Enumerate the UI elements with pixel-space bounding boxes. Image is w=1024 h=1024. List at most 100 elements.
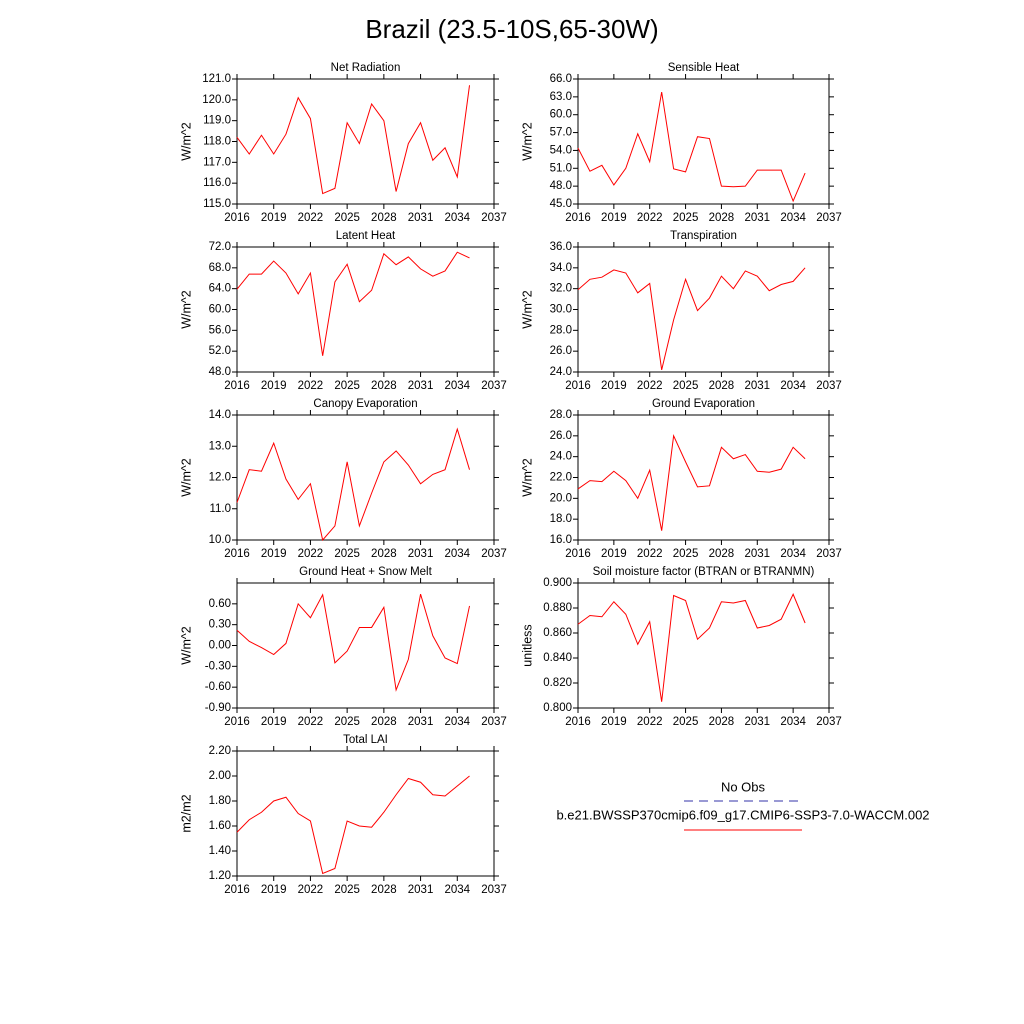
x-tick-label: 2025 bbox=[673, 212, 699, 224]
x-tick-label: 2019 bbox=[261, 716, 287, 728]
x-tick-label: 2016 bbox=[224, 212, 250, 224]
x-tick-label: 2037 bbox=[481, 380, 507, 392]
x-tick-label: 2031 bbox=[408, 380, 434, 392]
x-tick-label: 2037 bbox=[816, 212, 842, 224]
legend-label: b.e21.BWSSP370cmip6.f09_g17.CMIP6-SSP3-7… bbox=[556, 807, 929, 822]
x-tick-label: 2025 bbox=[673, 548, 699, 560]
x-tick-label: 2028 bbox=[709, 380, 735, 392]
y-tick-label: 34.0 bbox=[550, 262, 572, 274]
y-tick-label: 32.0 bbox=[550, 283, 572, 295]
y-tick-label: 26.0 bbox=[550, 345, 572, 357]
x-tick-label: 2025 bbox=[673, 380, 699, 392]
x-tick-label: 2034 bbox=[444, 548, 470, 560]
x-tick-label: 2022 bbox=[298, 716, 324, 728]
y-tick-label: 51.0 bbox=[550, 162, 572, 174]
x-tick-label: 2034 bbox=[444, 884, 470, 896]
y-tick-label: 0.900 bbox=[543, 577, 572, 589]
x-tick-label: 2016 bbox=[224, 380, 250, 392]
x-tick-label: 2022 bbox=[298, 212, 324, 224]
y-tick-label: 57.0 bbox=[550, 127, 572, 139]
panel-title: Ground Heat + Snow Melt bbox=[299, 566, 432, 578]
x-tick-label: 2037 bbox=[481, 212, 507, 224]
x-tick-label: 2025 bbox=[334, 212, 360, 224]
y-tick-label: 22.0 bbox=[550, 472, 572, 484]
x-tick-label: 2028 bbox=[709, 212, 735, 224]
y-tick-label: -0.30 bbox=[205, 660, 231, 672]
x-tick-label: 2028 bbox=[371, 884, 397, 896]
x-tick-label: 2028 bbox=[371, 716, 397, 728]
y-axis-label: W/m^2 bbox=[179, 626, 193, 665]
x-tick-label: 2022 bbox=[298, 380, 324, 392]
x-tick-label: 2031 bbox=[744, 212, 770, 224]
y-tick-label: 68.0 bbox=[209, 262, 231, 274]
y-tick-label: 0.30 bbox=[209, 619, 231, 631]
y-tick-label: 0.800 bbox=[543, 702, 572, 714]
plot-frame bbox=[236, 750, 495, 877]
x-tick-label: 2037 bbox=[481, 548, 507, 560]
x-tick-label: 2019 bbox=[601, 716, 627, 728]
y-tick-label: 24.0 bbox=[550, 451, 572, 463]
y-axis-label: W/m^2 bbox=[520, 122, 534, 161]
y-tick-label: 60.0 bbox=[209, 304, 231, 316]
y-tick-label: 2.00 bbox=[209, 770, 231, 782]
y-tick-label: 120.0 bbox=[202, 94, 231, 106]
y-tick-label: 1.60 bbox=[209, 820, 231, 832]
y-tick-label: 121.0 bbox=[202, 73, 231, 85]
y-tick-label: 0.00 bbox=[209, 640, 231, 652]
y-tick-label: 30.0 bbox=[550, 304, 572, 316]
panel-title: Latent Heat bbox=[336, 230, 396, 242]
y-tick-label: -0.60 bbox=[205, 681, 231, 693]
y-tick-label: 20.0 bbox=[550, 492, 572, 504]
plot-frame bbox=[577, 582, 830, 709]
x-tick-label: 2022 bbox=[298, 884, 324, 896]
x-tick-label: 2031 bbox=[744, 380, 770, 392]
x-tick-label: 2016 bbox=[224, 548, 250, 560]
y-tick-label: 118.0 bbox=[203, 136, 231, 148]
y-tick-label: 52.0 bbox=[209, 345, 231, 357]
x-tick-label: 2019 bbox=[601, 380, 627, 392]
y-tick-label: 64.0 bbox=[209, 283, 231, 295]
y-tick-label: 119.0 bbox=[203, 115, 231, 127]
y-tick-label: 116.0 bbox=[203, 177, 231, 189]
y-tick-label: 0.60 bbox=[209, 598, 231, 610]
panel-title: Soil moisture factor (BTRAN or BTRANMN) bbox=[593, 566, 815, 578]
x-tick-label: 2037 bbox=[481, 884, 507, 896]
y-tick-label: 1.20 bbox=[209, 870, 231, 882]
y-tick-label: 2.20 bbox=[209, 745, 231, 757]
x-tick-label: 2034 bbox=[444, 380, 470, 392]
x-tick-label: 2037 bbox=[816, 380, 842, 392]
panel-title: Canopy Evaporation bbox=[313, 398, 417, 410]
x-tick-label: 2016 bbox=[565, 212, 591, 224]
y-tick-label: 45.0 bbox=[550, 198, 572, 210]
x-tick-label: 2022 bbox=[637, 548, 663, 560]
y-axis-label: W/m^2 bbox=[179, 290, 193, 329]
y-tick-label: 60.0 bbox=[550, 109, 572, 121]
x-tick-label: 2022 bbox=[637, 716, 663, 728]
y-tick-label: 24.0 bbox=[550, 366, 572, 378]
y-tick-label: 0.880 bbox=[543, 602, 572, 614]
y-tick-label: 26.0 bbox=[550, 430, 572, 442]
x-tick-label: 2019 bbox=[261, 212, 287, 224]
x-tick-label: 2025 bbox=[334, 548, 360, 560]
x-tick-label: 2037 bbox=[816, 716, 842, 728]
x-tick-label: 2019 bbox=[261, 380, 287, 392]
data-line bbox=[577, 267, 806, 371]
x-tick-label: 2016 bbox=[565, 716, 591, 728]
x-tick-label: 2022 bbox=[637, 212, 663, 224]
y-tick-label: 28.0 bbox=[550, 409, 572, 421]
panel-title: Sensible Heat bbox=[668, 62, 740, 74]
x-tick-label: 2022 bbox=[298, 548, 324, 560]
x-tick-label: 2019 bbox=[601, 548, 627, 560]
y-axis-label: W/m^2 bbox=[179, 458, 193, 497]
plot-frame bbox=[577, 78, 830, 205]
x-tick-label: 2028 bbox=[371, 212, 397, 224]
x-tick-label: 2031 bbox=[408, 884, 434, 896]
x-tick-label: 2034 bbox=[444, 716, 470, 728]
x-tick-label: 2016 bbox=[565, 380, 591, 392]
y-tick-label: 63.0 bbox=[550, 91, 572, 103]
y-tick-label: 13.0 bbox=[209, 440, 231, 452]
y-tick-label: 48.0 bbox=[209, 366, 231, 378]
x-tick-label: 2031 bbox=[744, 716, 770, 728]
y-tick-label: 48.0 bbox=[550, 180, 572, 192]
